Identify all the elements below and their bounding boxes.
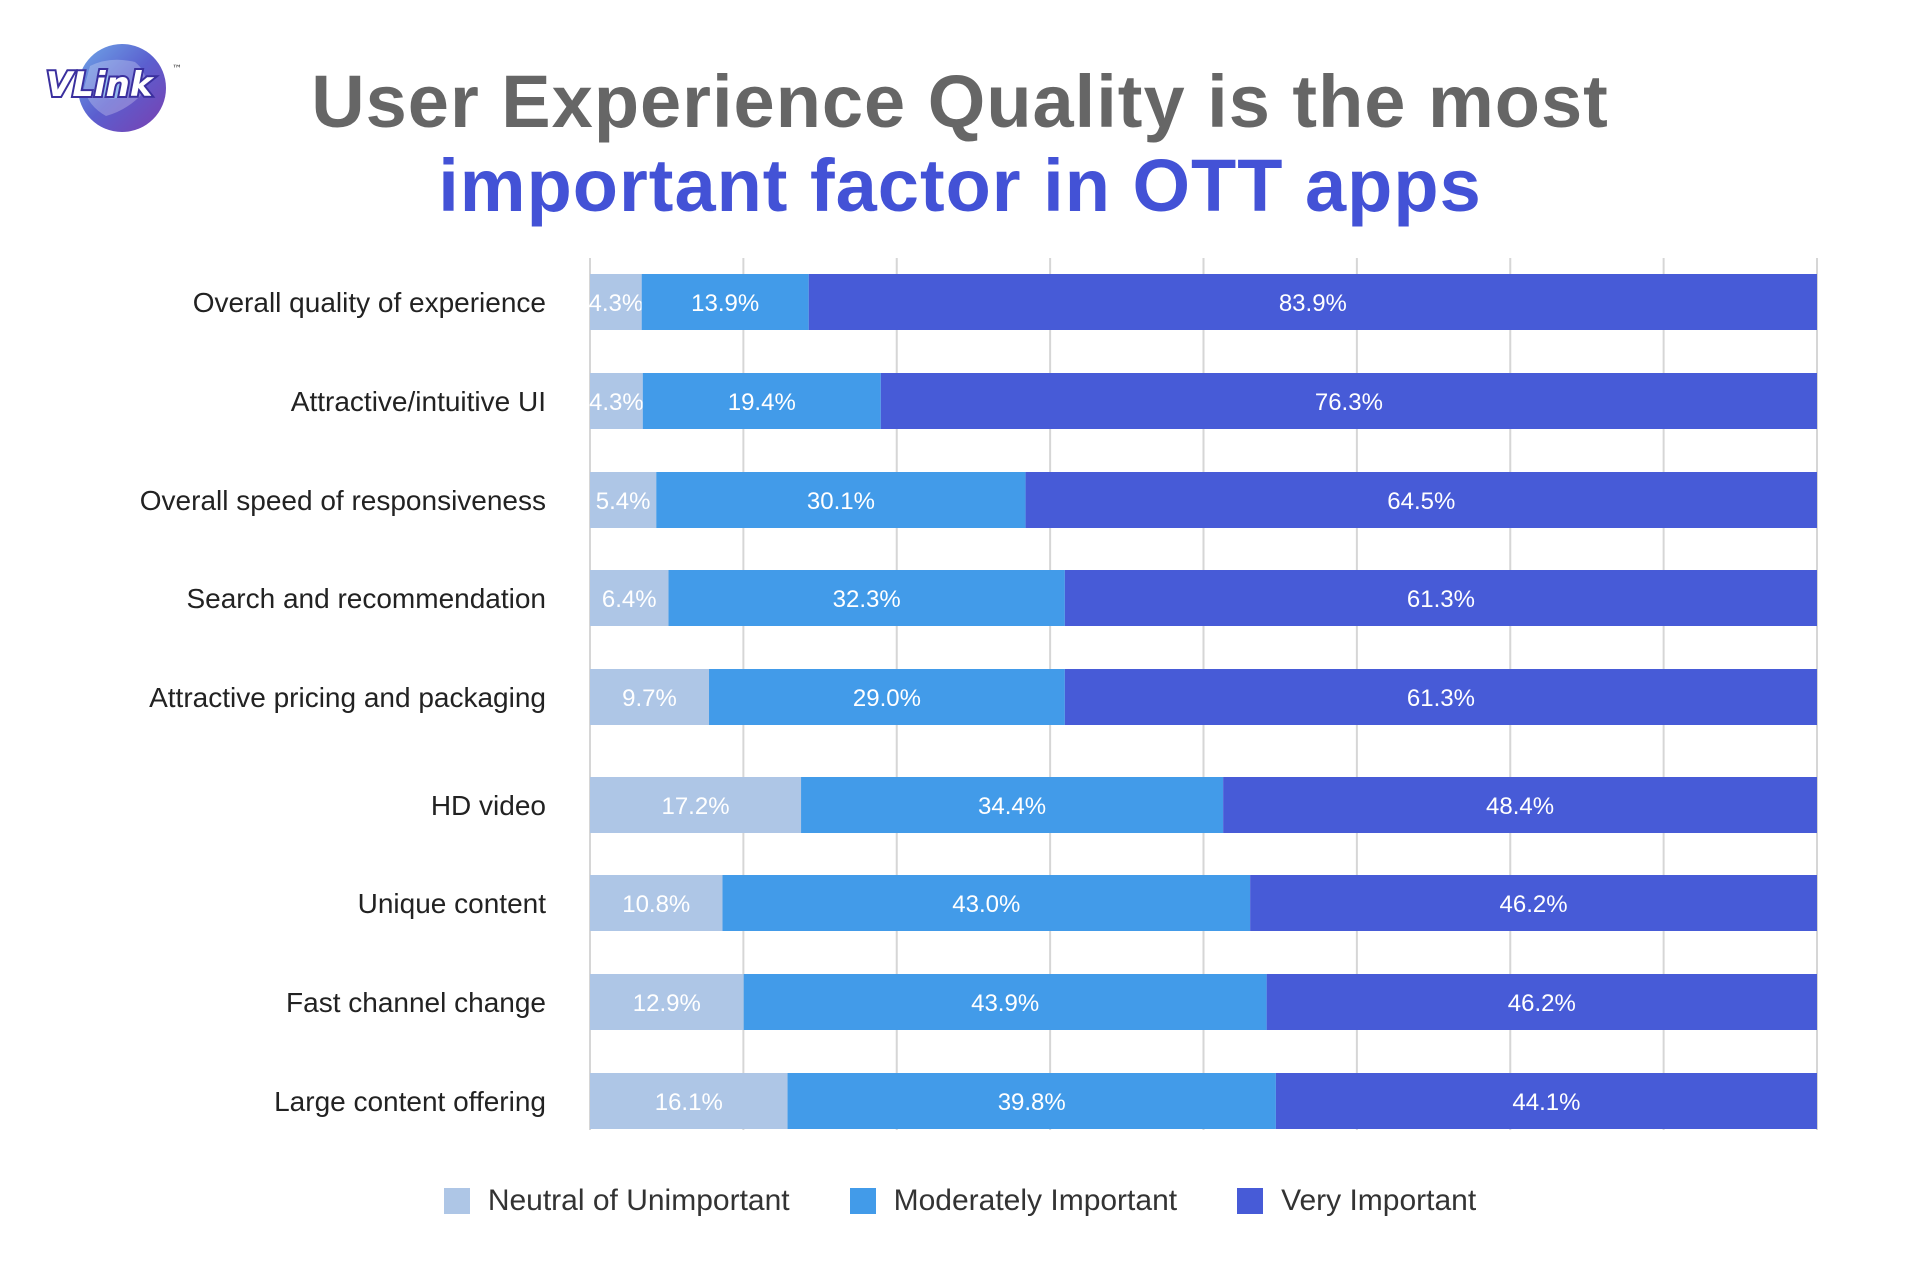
logo-text: VLink — [46, 65, 155, 105]
bar-segment — [642, 373, 881, 429]
category-label: HD video — [431, 790, 546, 821]
data-label: 76.3% — [1315, 389, 1383, 416]
legend-swatch — [443, 1188, 470, 1214]
bar-segment — [1223, 777, 1817, 833]
bar-segment — [1275, 1073, 1817, 1129]
chart-legend: Neutral of Unimportant Moderately Importa… — [0, 1184, 1920, 1218]
bar-segment — [1064, 669, 1817, 725]
title-line-2: important factor in OTT apps — [438, 144, 1482, 227]
data-label: 17.2% — [661, 793, 729, 820]
category-label: Attractive/intuitive UI — [291, 386, 546, 417]
bar-segment — [880, 373, 1817, 429]
data-label: 43.9% — [971, 990, 1039, 1017]
data-label: 46.2% — [1500, 891, 1568, 918]
logo-trademark: ™ — [172, 64, 182, 75]
category-label: Search and recommendation — [186, 583, 546, 614]
legend-label: Very Important — [1281, 1184, 1477, 1217]
bar-segment — [743, 974, 1267, 1030]
data-label: 64.5% — [1387, 488, 1455, 515]
category-label: Large content offering — [274, 1086, 546, 1117]
category-label: Unique content — [358, 888, 547, 919]
legend-swatch — [1237, 1188, 1264, 1214]
data-label: 30.1% — [807, 488, 875, 515]
bar-segment — [590, 1073, 788, 1129]
bar-segment — [590, 472, 657, 528]
bar-segment — [709, 669, 1065, 725]
vlink-logo: VLink ™ — [40, 26, 190, 136]
legend-label: Neutral of Unimportant — [487, 1184, 790, 1217]
bar-segment — [1266, 974, 1817, 1030]
bar-segment — [722, 875, 1251, 931]
data-label: 43.0% — [952, 891, 1020, 918]
data-label: 48.4% — [1486, 793, 1554, 820]
bar-segment — [590, 777, 802, 833]
legend-swatch — [849, 1188, 876, 1214]
data-label: 12.9% — [633, 990, 701, 1017]
category-label: Fast channel change — [286, 987, 546, 1018]
data-label: 34.4% — [978, 793, 1046, 820]
data-label: 4.3% — [589, 389, 644, 416]
data-label: 13.9% — [691, 290, 759, 317]
data-label: 46.2% — [1508, 990, 1576, 1017]
data-label: 61.3% — [1407, 586, 1475, 613]
bar-segment — [787, 1073, 1276, 1129]
chart-title: User Experience Quality is the most impo… — [0, 60, 1920, 228]
legend-label: Moderately Important — [893, 1184, 1178, 1217]
bar-segment — [1250, 875, 1817, 931]
bar-segment — [668, 570, 1065, 626]
legend-item: Moderately Important — [849, 1184, 1178, 1218]
bar-segment — [641, 274, 809, 330]
bar-segment — [590, 373, 643, 429]
data-label: 4.3% — [588, 290, 643, 317]
bar-segment — [590, 274, 642, 330]
bar-segment — [590, 570, 669, 626]
data-label: 39.8% — [998, 1089, 1066, 1116]
data-label: 16.1% — [655, 1089, 723, 1116]
title-line-1: User Experience Quality is the most — [311, 60, 1609, 143]
data-label: 5.4% — [596, 488, 651, 515]
data-label: 29.0% — [853, 685, 921, 712]
bar-segment — [590, 669, 710, 725]
bar-segment — [1064, 570, 1817, 626]
legend-item: Very Important — [1237, 1184, 1476, 1218]
bar-segment — [590, 875, 723, 931]
bar-segment — [656, 472, 1026, 528]
category-label: Attractive pricing and packaging — [149, 682, 546, 713]
data-label: 19.4% — [728, 389, 796, 416]
category-label: Overall quality of experience — [193, 287, 546, 318]
legend-item: Neutral of Unimportant — [443, 1184, 790, 1218]
bar-segment — [801, 777, 1224, 833]
bar-segment — [808, 274, 1817, 330]
data-label: 10.8% — [622, 891, 690, 918]
data-label: 32.3% — [833, 586, 901, 613]
data-label: 6.4% — [602, 586, 657, 613]
data-label: 61.3% — [1407, 685, 1475, 712]
category-label: Overall speed of responsiveness — [140, 485, 546, 516]
bar-segment — [1025, 472, 1817, 528]
bar-segment — [590, 974, 744, 1030]
data-label: 9.7% — [622, 685, 677, 712]
data-label: 83.9% — [1279, 290, 1347, 317]
data-label: 44.1% — [1512, 1089, 1580, 1116]
